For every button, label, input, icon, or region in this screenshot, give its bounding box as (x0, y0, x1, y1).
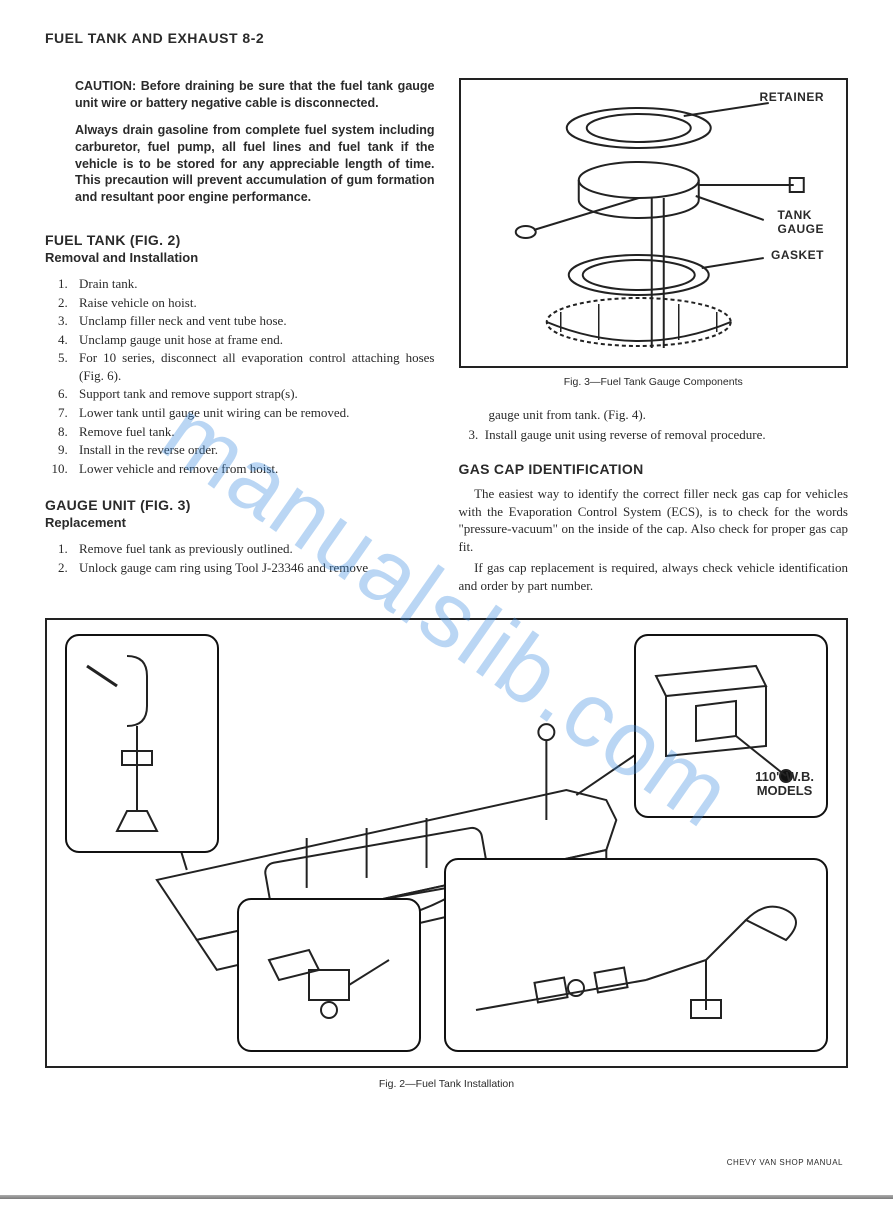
figure-2-inset-bl (237, 898, 421, 1052)
list-item: Unclamp gauge unit hose at frame end. (71, 331, 435, 349)
left-column: CAUTION: Before draining be sure that th… (45, 78, 435, 577)
figure-3-label-gauge: GAUGE (777, 222, 824, 236)
figure-3-box: RETAINER TANK GAUGE GASKET (459, 78, 849, 368)
gas-cap-heading: GAS CAP IDENTIFICATION (459, 461, 849, 477)
gauge-step-3: 3. Install gauge unit using reverse of r… (459, 426, 849, 444)
caution-text-1: CAUTION: Before draining be sure that th… (75, 78, 435, 112)
gauge-unit-steps: Remove fuel tank as previously outlined.… (45, 540, 435, 576)
page-bottom-edge (0, 1195, 893, 1199)
list-item: Unclamp filler neck and vent tube hose. (71, 312, 435, 330)
gauge-unit-heading: GAUGE UNIT (FIG. 3) (45, 497, 435, 513)
gauge-unit-subheading: Replacement (45, 515, 435, 530)
list-item: Remove fuel tank as previously outlined. (71, 540, 435, 558)
figure-2-wb-label-2: MODELS (757, 783, 813, 798)
figure-2-inset-tr: 110" W.B. MODELS (634, 634, 828, 818)
list-item: Remove fuel tank. (71, 423, 435, 441)
gauge-continuation: gauge unit from tank. (Fig. 4). (489, 406, 849, 424)
figure-2-wb-label-1: 110" W.B. (755, 769, 814, 784)
fuel-tank-heading: FUEL TANK (FIG. 2) (45, 232, 435, 248)
list-item: Install in the reverse order. (71, 441, 435, 459)
figure-3-label-tank: TANK (777, 208, 811, 222)
figure-2-box: 110" W.B. MODELS (45, 618, 848, 1068)
fuel-tank-subheading: Removal and Installation (45, 250, 435, 265)
two-column-layout: CAUTION: Before draining be sure that th… (45, 78, 848, 598)
list-item: Drain tank. (71, 275, 435, 293)
right-column: RETAINER TANK GAUGE GASKET Fig. 3—Fuel T… (459, 78, 849, 598)
caution-text-2: Always drain gasoline from complete fuel… (75, 122, 435, 206)
list-item: Lower vehicle and remove from hoist. (71, 460, 435, 478)
list-item: Unlock gauge cam ring using Tool J-23346… (71, 559, 435, 577)
list-item: For 10 series, disconnect all evaporatio… (71, 349, 435, 384)
fuel-tank-steps: Drain tank. Raise vehicle on hoist. Uncl… (45, 275, 435, 477)
figure-3-caption: Fig. 3—Fuel Tank Gauge Components (459, 376, 849, 388)
list-item: Support tank and remove support strap(s)… (71, 385, 435, 403)
figure-2-inset-tl (65, 634, 219, 853)
figure-2-inset-br (444, 858, 828, 1052)
figure-3-label-retainer: RETAINER (760, 90, 824, 104)
list-item: Raise vehicle on hoist. (71, 294, 435, 312)
footer-text: CHEVY VAN SHOP MANUAL (727, 1158, 843, 1167)
gas-cap-paragraph-1: The easiest way to identify the correct … (459, 485, 849, 555)
list-item: Lower tank until gauge unit wiring can b… (71, 404, 435, 422)
page-header: FUEL TANK AND EXHAUST 8-2 (45, 30, 848, 46)
figure-3-label-gasket: GASKET (771, 248, 824, 262)
figure-2-caption: Fig. 2—Fuel Tank Installation (45, 1078, 848, 1090)
gas-cap-paragraph-2: If gas cap replacement is required, alwa… (459, 559, 849, 594)
